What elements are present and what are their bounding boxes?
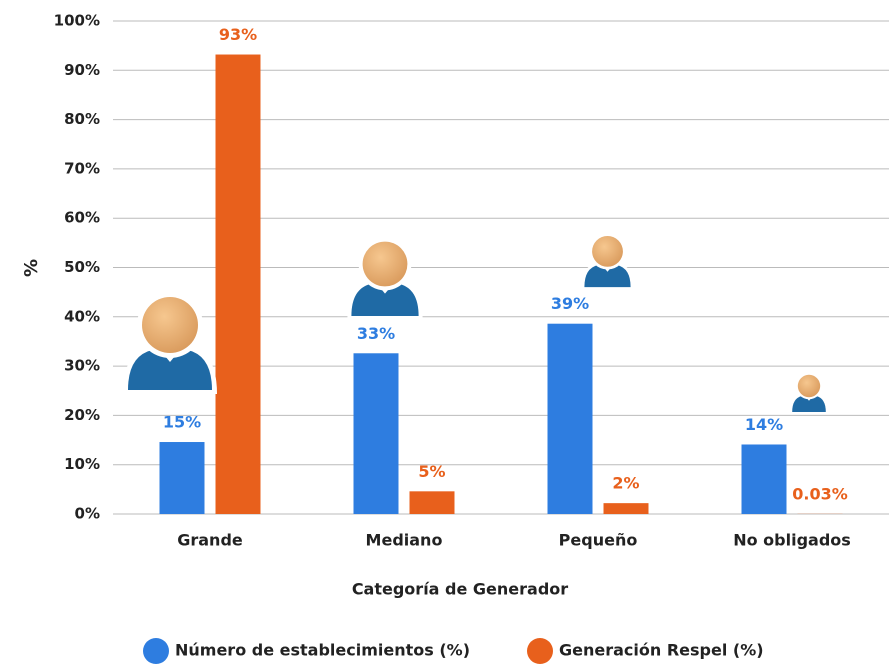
y-axis-title: % (21, 259, 42, 277)
y-tick-label: 0% (75, 505, 100, 523)
value-label: 39% (551, 294, 589, 313)
value-label: 0.03% (792, 484, 848, 503)
legend-swatch (143, 638, 169, 664)
bar (547, 323, 593, 514)
value-label: 5% (418, 462, 445, 481)
y-tick-label: 70% (64, 159, 100, 177)
y-tick-label: 80% (64, 110, 100, 128)
bar (159, 442, 205, 514)
bar (215, 54, 261, 515)
y-tick-label: 90% (64, 61, 100, 79)
person-icon (790, 372, 828, 414)
legend-label: Número de establecimientos (%) (175, 641, 470, 660)
person-icon (347, 237, 423, 320)
person-icon (123, 292, 217, 394)
x-tick-label: No obligados (733, 531, 851, 550)
x-tick-label: Grande (177, 531, 243, 550)
value-label: 14% (745, 415, 783, 434)
value-label: 15% (163, 413, 201, 432)
legend-swatch (527, 638, 553, 664)
bar (353, 353, 399, 514)
y-tick-label: 50% (64, 258, 100, 276)
y-tick-label: 10% (64, 455, 100, 473)
person-icon (581, 233, 634, 290)
value-label: 2% (612, 474, 639, 493)
x-axis-title: Categoría de Generador (352, 580, 568, 599)
value-label: 93% (219, 25, 257, 44)
bar (603, 503, 649, 514)
value-label: 33% (357, 324, 395, 343)
bar (409, 491, 455, 514)
y-tick-label: 30% (64, 357, 100, 375)
y-tick-label: 60% (64, 209, 100, 227)
bar (741, 444, 787, 514)
y-tick-label: 20% (64, 406, 100, 424)
legend-label: Generación Respel (%) (559, 641, 764, 660)
x-tick-label: Mediano (366, 531, 443, 550)
x-tick-label: Pequeño (559, 531, 638, 550)
y-tick-label: 40% (64, 307, 100, 325)
y-tick-label: 100% (54, 12, 100, 30)
